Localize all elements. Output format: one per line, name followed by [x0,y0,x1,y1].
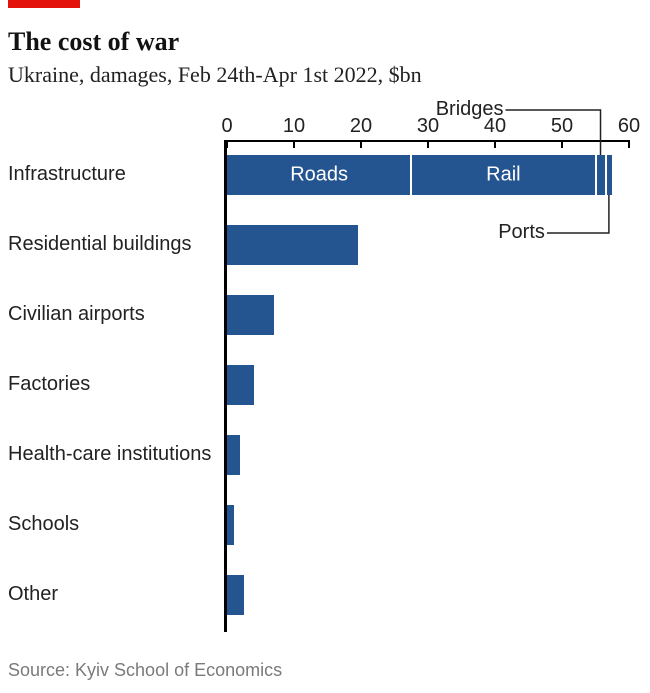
bar-segment-label: Rail [486,164,520,187]
category-label: Civilian airports [8,303,145,326]
x-axis-tick [226,140,228,148]
bar-segment [227,225,358,265]
x-axis-tick-label: 10 [283,115,305,138]
chart-subtitle: Ukraine, damages, Feb 24th-Apr 1st 2022,… [8,62,422,88]
callout-leader-lines [0,0,650,693]
bar-segment [227,365,254,405]
bar-segment-divider [595,155,597,195]
category-label: Health-care institutions [8,443,211,466]
x-axis-tick-label: 60 [618,115,640,138]
x-axis-tick [494,140,496,148]
bar-segment [227,435,240,475]
x-axis-tick [628,140,630,148]
callout-label: Ports [498,221,545,244]
x-axis-tick-label: 20 [350,115,372,138]
page-root: The cost of war Ukraine, damages, Feb 24… [0,0,650,693]
chart-title: The cost of war [8,27,179,57]
category-label: Schools [8,513,79,536]
x-axis-tick-label: 0 [221,115,232,138]
category-label: Factories [8,373,90,396]
bar-segment-label: Roads [290,164,348,187]
source-attribution: Source: Kyiv School of Economics [8,660,282,681]
bar-segment-divider [605,155,607,195]
x-axis-tick [293,140,295,148]
x-axis-tick [360,140,362,148]
bar-segment-divider [410,155,412,195]
category-label: Residential buildings [8,233,191,256]
category-label: Infrastructure [8,163,126,186]
category-label: Other [8,583,58,606]
bar-segment [606,155,613,195]
x-axis-tick-label: 50 [551,115,573,138]
x-axis-tick [427,140,429,148]
bar-segment [227,295,274,335]
brand-accent-bar [8,0,80,8]
bar-segment [227,575,244,615]
callout-label: Bridges [436,98,504,121]
x-axis-tick [561,140,563,148]
bar-segment [227,505,234,545]
